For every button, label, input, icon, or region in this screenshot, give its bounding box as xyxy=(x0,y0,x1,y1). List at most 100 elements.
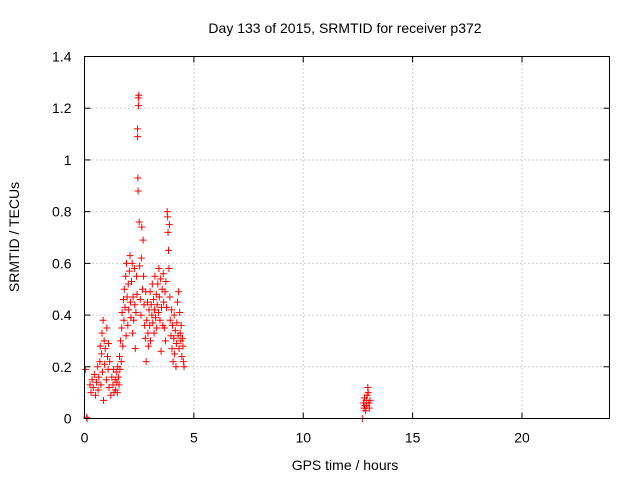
data-point xyxy=(146,288,154,296)
data-point xyxy=(138,223,146,231)
data-point xyxy=(155,265,163,273)
data-point xyxy=(130,265,138,273)
data-point xyxy=(147,301,155,309)
data-point xyxy=(177,321,185,329)
data-point xyxy=(98,368,106,376)
data-point xyxy=(178,352,186,360)
y-tick-label: 0.2 xyxy=(52,359,72,375)
data-point xyxy=(173,298,181,306)
data-point xyxy=(131,301,139,309)
data-point xyxy=(132,308,140,316)
data-point xyxy=(100,396,108,404)
data-point xyxy=(135,218,143,226)
data-point xyxy=(172,363,180,371)
x-tick-label: 5 xyxy=(190,430,198,446)
data-point xyxy=(96,342,104,350)
data-point xyxy=(94,363,102,371)
data-point xyxy=(141,334,149,342)
data-point xyxy=(149,296,157,304)
data-point xyxy=(129,329,137,337)
data-point xyxy=(82,365,90,373)
y-tick-label: 1.2 xyxy=(52,100,72,116)
data-point xyxy=(143,316,151,324)
data-point xyxy=(103,352,111,360)
data-point xyxy=(160,298,168,306)
data-point xyxy=(137,311,145,319)
data-point xyxy=(152,314,160,322)
y-tick-label: 0.4 xyxy=(52,307,72,323)
data-point xyxy=(159,270,167,278)
data-point xyxy=(119,296,127,304)
data-point xyxy=(171,350,179,358)
data-point xyxy=(162,277,170,285)
data-point xyxy=(175,288,183,296)
data-point xyxy=(173,319,181,327)
data-point xyxy=(164,228,172,236)
data-point xyxy=(157,347,165,355)
data-point xyxy=(144,298,151,306)
x-axis-label: GPS time / hours xyxy=(292,457,399,473)
data-point xyxy=(106,358,114,366)
data-point xyxy=(180,363,188,371)
x-tick-label: 20 xyxy=(514,430,530,446)
tick-label-layer: 0 5 10 15 20 0 0.2 0.4 0.6 0.8 1 1.2 1.4 xyxy=(52,49,530,446)
x-tick-label: 15 xyxy=(405,430,421,446)
data-point xyxy=(125,306,133,314)
data-point xyxy=(119,342,127,350)
data-point xyxy=(88,376,96,384)
data-point xyxy=(133,290,141,298)
data-point xyxy=(98,350,106,358)
data-point xyxy=(134,174,142,182)
data-point xyxy=(168,306,176,314)
data-point xyxy=(155,293,163,301)
data-point xyxy=(147,337,155,345)
data-point xyxy=(133,272,141,280)
data-point xyxy=(150,329,158,337)
data-point xyxy=(365,404,373,412)
data-point xyxy=(122,332,130,340)
data-point xyxy=(148,311,156,319)
data-point xyxy=(171,327,179,335)
data-point xyxy=(149,319,157,327)
data-point xyxy=(94,386,102,394)
data-point xyxy=(99,316,107,324)
data-point xyxy=(117,337,125,345)
data-point xyxy=(128,277,136,285)
data-point xyxy=(166,316,174,324)
data-point xyxy=(126,252,134,260)
data-point xyxy=(136,296,144,304)
data-point xyxy=(120,316,128,324)
data-point xyxy=(116,352,123,360)
data-point xyxy=(176,329,184,337)
data-point xyxy=(102,376,110,384)
data-point xyxy=(165,265,173,273)
data-point xyxy=(90,371,98,379)
data-point xyxy=(137,254,145,262)
data-point xyxy=(120,285,128,293)
data-point xyxy=(165,246,172,254)
data-point xyxy=(154,308,162,316)
data-point xyxy=(126,298,134,306)
y-tick-label: 0.8 xyxy=(52,204,72,220)
data-point xyxy=(160,324,168,332)
data-point xyxy=(362,407,370,415)
data-point xyxy=(166,293,174,301)
data-point xyxy=(161,288,169,296)
data-point xyxy=(170,334,178,342)
data-point xyxy=(134,187,142,195)
data-point xyxy=(105,383,113,391)
data-point xyxy=(157,275,165,283)
data-point xyxy=(163,303,171,311)
x-tick-label: 0 xyxy=(81,430,89,446)
data-point xyxy=(109,381,117,389)
data-point xyxy=(87,389,95,397)
data-point xyxy=(364,389,372,397)
data-point xyxy=(366,396,374,404)
data-point xyxy=(153,324,161,332)
data-point xyxy=(112,368,120,376)
data-point xyxy=(144,329,152,337)
x-tick-label: 10 xyxy=(295,430,311,446)
data-point xyxy=(131,345,139,353)
data-point xyxy=(124,321,132,329)
